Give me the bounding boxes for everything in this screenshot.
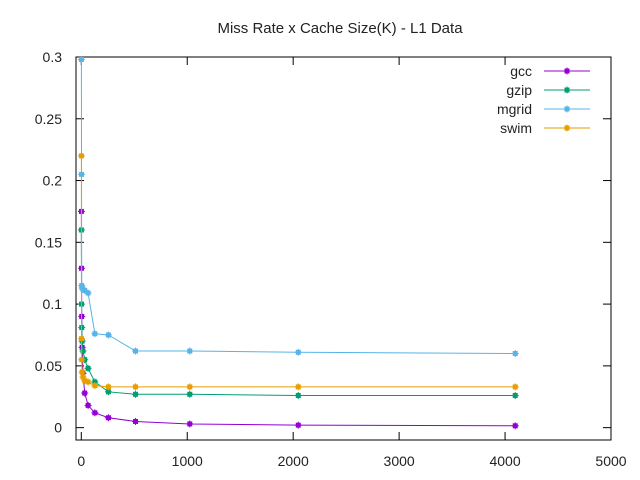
data-point-swim [91, 382, 99, 390]
data-point-gzip [79, 347, 87, 355]
x-tick-label: 1000 [172, 453, 203, 469]
y-tick-label: 0.2 [43, 173, 63, 189]
x-tick-label: 4000 [489, 453, 520, 469]
data-point-swim [78, 356, 86, 364]
y-tick-label: 0.3 [43, 49, 63, 65]
legend-marker-gzip [563, 86, 571, 94]
data-point-swim [186, 383, 194, 391]
data-point-gzip [132, 390, 140, 398]
data-point-gzip [186, 390, 194, 398]
data-point-swim [132, 383, 140, 391]
data-point-gzip [294, 392, 302, 400]
x-tick-label: 0 [77, 453, 85, 469]
y-tick-label: 0.25 [35, 111, 62, 127]
series-mgrid [77, 55, 519, 358]
data-point-mgrid [132, 347, 140, 355]
data-point-gcc [104, 414, 112, 422]
data-point-gcc [186, 420, 194, 428]
data-point-mgrid [84, 289, 92, 297]
data-point-gcc [511, 422, 519, 430]
data-point-swim [78, 335, 86, 343]
series-swim [77, 152, 519, 391]
chart-title: Miss Rate x Cache Size(K) - L1 Data [217, 20, 463, 37]
data-point-swim [84, 378, 92, 386]
data-point-gzip [84, 364, 92, 372]
data-point-mgrid [294, 348, 302, 356]
data-point-mgrid [511, 350, 519, 358]
data-point-mgrid [91, 330, 99, 338]
x-tick-label: 3000 [384, 453, 415, 469]
legend: gcc gzip mgrid swim [497, 63, 590, 136]
y-tick-label: 0 [54, 420, 62, 436]
data-point-mgrid [186, 347, 194, 355]
series-layer [77, 55, 519, 430]
data-point-swim [294, 383, 302, 391]
legend-marker-swim [563, 124, 571, 132]
plot-area-border [75, 56, 612, 441]
y-tick-label: 0.15 [35, 234, 62, 250]
x-tick-label: 2000 [278, 453, 309, 469]
legend-label-mgrid: mgrid [497, 101, 532, 117]
data-point-gzip [511, 392, 519, 400]
data-point-mgrid [77, 55, 85, 63]
data-point-gcc [81, 389, 89, 397]
data-point-swim [104, 383, 112, 391]
legend-marker-mgrid [563, 105, 571, 113]
data-point-gcc [294, 421, 302, 429]
data-point-gcc [132, 417, 140, 425]
y-tick-label: 0.1 [43, 296, 63, 312]
legend-marker-gcc [563, 67, 571, 75]
data-point-swim [78, 368, 86, 376]
data-point-gcc [84, 401, 92, 409]
legend-label-swim: swim [500, 120, 532, 136]
series-line-mgrid [80, 59, 516, 355]
series-gzip [77, 226, 519, 400]
axis-ticks: 0 0.05 0.1 0.15 0.2 0.25 0.3 0 1000 2000 3000 4000 5… [35, 49, 627, 469]
x-tick-label: 5000 [595, 453, 626, 469]
legend-label-gcc: gcc [510, 63, 532, 79]
y-tick-label: 0.05 [35, 358, 62, 374]
legend-label-gzip: gzip [506, 82, 532, 98]
data-point-swim [77, 152, 85, 160]
data-point-mgrid [104, 331, 112, 339]
series-line-gzip [80, 229, 516, 397]
data-point-swim [511, 383, 519, 391]
data-point-gcc [91, 409, 99, 417]
